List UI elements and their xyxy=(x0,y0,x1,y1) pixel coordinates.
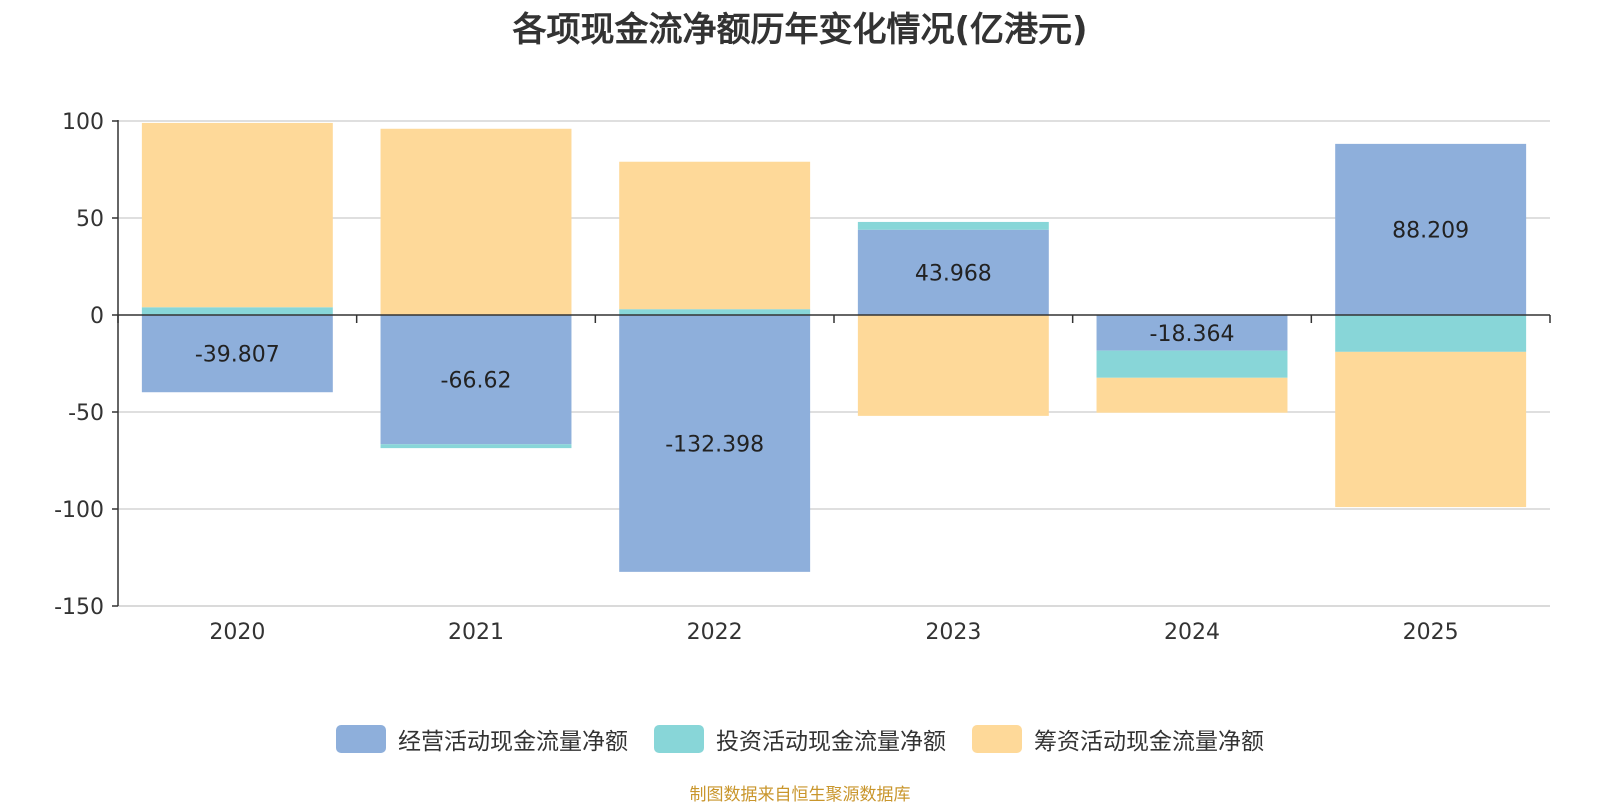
legend-item-investing[interactable]: 投资活动现金流量净额 xyxy=(654,722,946,756)
bar-segment[interactable] xyxy=(1096,377,1288,413)
data-label: -132.398 xyxy=(665,432,764,457)
axes: 100 50 0 -50 -100 -150 2020 2021 2022 2023 2024 202… xyxy=(54,110,1551,645)
data-label: -39.807 xyxy=(195,343,280,368)
legend-swatch-operating xyxy=(336,725,386,753)
bar-segment[interactable] xyxy=(141,315,333,393)
bar-segment[interactable] xyxy=(857,221,1049,230)
data-labels: -39.807 -66.62 -132.398 43.968 -18.364 88.209 xyxy=(195,218,1469,457)
y-tick-label: -50 xyxy=(68,401,104,426)
source-note: 制图数据来自恒生聚源数据库 xyxy=(689,785,911,805)
legend-swatch-investing xyxy=(654,725,704,753)
legend: 经营活动现金流量净额 投资活动现金流量净额 筹资活动现金流量净额 xyxy=(0,722,1600,756)
bar-segment[interactable] xyxy=(619,309,811,315)
bars xyxy=(141,122,1527,572)
y-tick-label: 100 xyxy=(62,110,104,135)
x-tick-label: 2024 xyxy=(1164,620,1220,645)
legend-label-operating: 经营活动现金流量净额 xyxy=(398,729,628,755)
legend-label-financing: 筹资活动现金流量净额 xyxy=(1034,729,1264,755)
y-tick-label: 50 xyxy=(76,207,104,232)
x-tick-label: 2021 xyxy=(448,620,504,645)
x-tick-label: 2025 xyxy=(1403,620,1459,645)
legend-label-investing: 投资活动现金流量净额 xyxy=(716,729,946,755)
data-label: 43.968 xyxy=(915,261,992,286)
bar-segment[interactable] xyxy=(857,229,1049,315)
bar-segment[interactable] xyxy=(141,122,333,308)
x-tick-label: 2020 xyxy=(209,620,265,645)
bar-segment[interactable] xyxy=(1096,315,1288,351)
bar-segment[interactable] xyxy=(380,315,572,445)
chart-title: 各项现金流净额历年变化情况(亿港元) xyxy=(512,10,1088,50)
legend-swatch-financing xyxy=(972,725,1022,753)
bar-segment[interactable] xyxy=(857,315,1049,416)
x-tick-label: 2023 xyxy=(925,620,981,645)
y-tick-label: -100 xyxy=(54,498,104,523)
bar-segment[interactable] xyxy=(619,315,811,572)
data-label: -66.62 xyxy=(441,369,512,394)
data-label: -18.364 xyxy=(1150,322,1235,347)
bar-segment[interactable] xyxy=(1335,351,1527,508)
y-tick-label: 0 xyxy=(90,304,104,329)
bar-segment[interactable] xyxy=(141,307,333,315)
bar-segment[interactable] xyxy=(1096,350,1288,378)
data-label: 88.209 xyxy=(1392,218,1469,243)
bar-segment[interactable] xyxy=(380,128,572,315)
bar-segment[interactable] xyxy=(380,444,572,449)
legend-item-financing[interactable]: 筹资活动现金流量净额 xyxy=(972,722,1264,756)
bar-segment[interactable] xyxy=(1335,315,1527,352)
x-tick-label: 2022 xyxy=(687,620,743,645)
legend-item-operating[interactable]: 经营活动现金流量净额 xyxy=(336,722,628,756)
y-tick-label: -150 xyxy=(54,595,104,620)
bar-segment[interactable] xyxy=(619,161,811,310)
grid-lines xyxy=(118,120,1550,607)
bar-segment[interactable] xyxy=(1335,143,1527,315)
